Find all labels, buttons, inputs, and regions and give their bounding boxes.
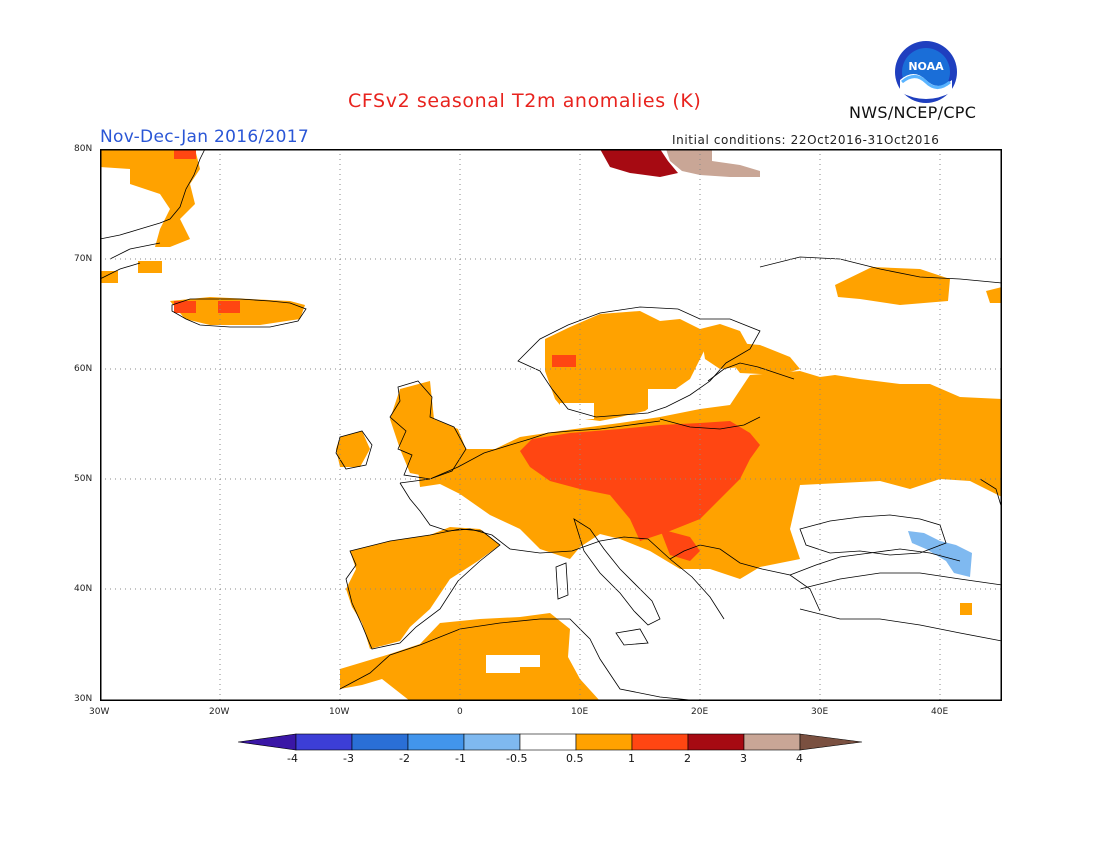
anomaly-map xyxy=(100,149,1002,701)
colorbar-cell-3-4 xyxy=(743,733,801,751)
lat-label-50n: 50N xyxy=(74,474,93,484)
colorbar-label-4: 4 xyxy=(796,752,803,765)
lon-label-40e: 40E xyxy=(931,707,949,717)
colorbar-cell-n3-n2 xyxy=(351,733,409,751)
chart-title: CFSv2 seasonal T2m anomalies (K) xyxy=(348,90,702,112)
lat-label-80n: 80N xyxy=(74,144,93,154)
colorbar-cell-05-1 xyxy=(575,733,633,751)
lat-label-30n: 30N xyxy=(74,694,93,704)
colorbar-cell-1-2 xyxy=(631,733,689,751)
lon-label-10w: 10W xyxy=(329,707,350,717)
colorbar-cell-n2-n1 xyxy=(407,733,465,751)
colorbar-cell-gt-4 xyxy=(799,733,863,751)
lon-label-20w: 20W xyxy=(209,707,230,717)
season-subtitle: Nov-Dec-Jan 2016/2017 xyxy=(100,127,309,147)
lon-label-10e: 10E xyxy=(571,707,589,717)
colorbar xyxy=(238,733,863,751)
lat-label-70n: 70N xyxy=(74,254,93,264)
colorbar-label-n3: -3 xyxy=(343,752,354,765)
map-frame xyxy=(100,149,1002,701)
lon-label-0: 0 xyxy=(457,707,463,717)
coastlines xyxy=(100,149,1002,701)
lon-label-30w: 30W xyxy=(89,707,110,717)
colorbar-cell-neutral xyxy=(519,733,577,751)
logo-text: NOAA xyxy=(908,60,944,73)
colorbar-label-n2: -2 xyxy=(399,752,410,765)
colorbar-cell-lt-4 xyxy=(238,733,297,751)
colorbar-label-n4: -4 xyxy=(287,752,298,765)
colorbar-label-n05: -0.5 xyxy=(506,752,528,765)
colorbar-label-05: 0.5 xyxy=(566,752,584,765)
colorbar-label-2: 2 xyxy=(684,752,691,765)
colorbar-label-3: 3 xyxy=(740,752,747,765)
lon-label-20e: 20E xyxy=(691,707,709,717)
lon-label-30e: 30E xyxy=(811,707,829,717)
agency-label: NWS/NCEP/CPC xyxy=(849,103,977,122)
noaa-logo: NOAA xyxy=(895,41,957,103)
graticule xyxy=(100,149,1002,701)
lat-label-60n: 60N xyxy=(74,364,93,374)
colorbar-label-n1: -1 xyxy=(455,752,466,765)
colorbar-label-1: 1 xyxy=(628,752,635,765)
colorbar-cell-n4-n3 xyxy=(295,733,353,751)
colorbar-cell-2-3 xyxy=(687,733,745,751)
anomaly-field xyxy=(100,149,1002,701)
colorbar-cell-n1-n05 xyxy=(463,733,521,751)
initial-conditions-label: Initial conditions: 22Oct2016-31Oct2016 xyxy=(672,133,940,147)
lat-label-40n: 40N xyxy=(74,584,93,594)
